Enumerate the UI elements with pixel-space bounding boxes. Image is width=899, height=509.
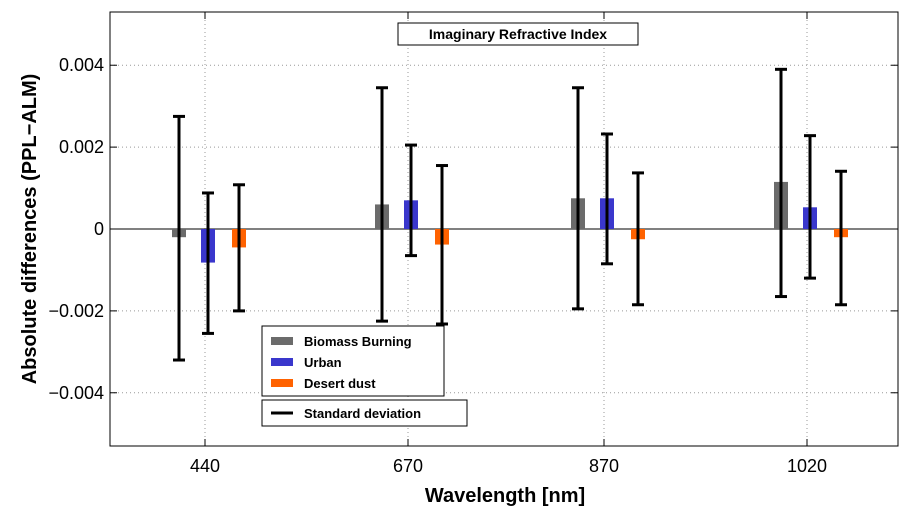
legend-label: Urban (304, 355, 342, 370)
x-tick-label: 1020 (787, 456, 827, 476)
legend: Biomass Burning Urban Desert dust Standard … (261, 325, 468, 427)
y-tick-label: −0.004 (48, 383, 104, 403)
legend-swatch (271, 337, 293, 345)
legend-swatch (271, 358, 293, 366)
legend-label: Biomass Burning (304, 334, 412, 349)
ticks: −0.004 −0.002 0 0.002 0.004 440 670 870 1020 (48, 12, 898, 476)
x-tick-label: 670 (393, 456, 423, 476)
legend-swatch (271, 379, 293, 387)
y-tick-label: 0 (94, 219, 104, 239)
x-tick-label: 440 (190, 456, 220, 476)
y-tick-label: 0.002 (59, 137, 104, 157)
chart-title: Imaginary Refractive Index (397, 22, 639, 46)
legend-box-errors (261, 399, 468, 427)
chart-title-text: Imaginary Refractive Index (429, 26, 607, 42)
chart-title-box (397, 22, 639, 46)
error-bars (173, 67, 847, 362)
y-tick-label: 0.004 (59, 55, 104, 75)
y-tick-label: −0.002 (48, 301, 104, 321)
y-axis-label: Absolute differences (PPL−ALM) (19, 74, 41, 385)
x-tick-label: 870 (589, 456, 619, 476)
legend-error-label: Standard deviation (304, 406, 421, 421)
legend-label: Desert dust (304, 376, 376, 391)
x-axis-label: Wavelength [nm] (425, 485, 585, 507)
bars (172, 181, 848, 263)
